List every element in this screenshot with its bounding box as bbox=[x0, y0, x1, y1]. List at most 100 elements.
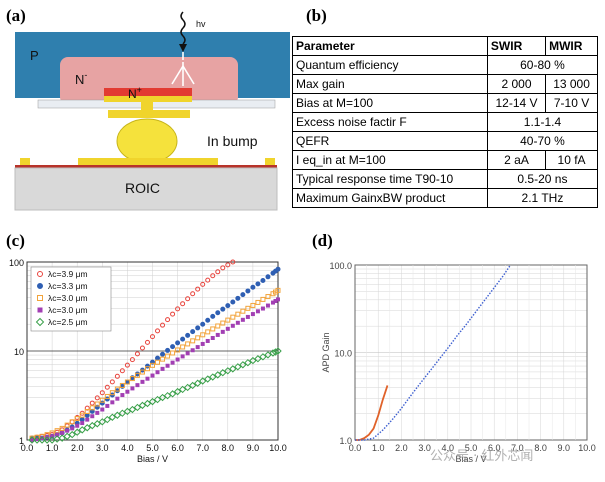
data-point bbox=[114, 373, 120, 379]
data-point bbox=[94, 401, 100, 407]
data-point bbox=[230, 259, 236, 265]
row-value: 2.1 THz bbox=[486, 188, 599, 208]
data-point bbox=[114, 386, 120, 392]
data-point bbox=[119, 368, 125, 374]
data-point bbox=[170, 360, 175, 365]
roic-pad bbox=[78, 158, 218, 165]
row-swir: 2 000 bbox=[486, 74, 547, 94]
series-group bbox=[30, 297, 280, 442]
data-point bbox=[195, 345, 200, 350]
data-point bbox=[210, 313, 216, 319]
table-header-row: Parameter SWIR MWIR bbox=[292, 36, 598, 56]
data-point bbox=[109, 379, 115, 385]
data-point bbox=[230, 299, 236, 305]
legend-entry: λc=3.3 μm bbox=[48, 281, 88, 291]
data-point bbox=[55, 432, 60, 437]
data-point bbox=[104, 396, 110, 402]
data-point bbox=[64, 422, 70, 428]
data-point bbox=[80, 421, 85, 426]
data-point bbox=[93, 420, 101, 428]
data-point bbox=[30, 438, 35, 442]
data-point bbox=[276, 297, 280, 302]
data-point bbox=[59, 425, 65, 431]
data-point bbox=[275, 287, 281, 293]
data-point bbox=[215, 332, 220, 337]
row-param: Bias at M=100 bbox=[292, 93, 488, 113]
contact-via bbox=[141, 100, 153, 112]
data-point bbox=[193, 379, 202, 387]
x-tick-label: 4.0 bbox=[121, 443, 134, 453]
data-point bbox=[271, 348, 280, 356]
data-point bbox=[37, 295, 43, 301]
watermark-text: 公众号 · 红外芯闻 bbox=[430, 449, 534, 464]
data-point bbox=[165, 353, 171, 359]
data-point bbox=[144, 339, 150, 345]
data-point bbox=[109, 390, 115, 396]
data-point bbox=[158, 393, 167, 402]
data-point bbox=[99, 397, 105, 403]
data-point bbox=[35, 437, 40, 442]
data-point bbox=[140, 379, 145, 384]
data-point bbox=[170, 350, 176, 356]
row-swir: 12-14 V bbox=[486, 93, 547, 113]
data-point bbox=[185, 341, 191, 347]
x-tick-label: 0.0 bbox=[349, 443, 362, 453]
data-point bbox=[230, 323, 235, 328]
data-point bbox=[215, 310, 221, 316]
hv-label: hv bbox=[196, 19, 206, 29]
data-point bbox=[273, 298, 278, 303]
data-point bbox=[108, 413, 117, 421]
data-point bbox=[90, 414, 95, 419]
x-tick-label: 6.0 bbox=[171, 443, 184, 453]
x-tick-label: 6.0 bbox=[488, 443, 501, 453]
row-param: Maximum GainxBW product bbox=[292, 188, 488, 208]
data-point bbox=[79, 412, 85, 418]
data-point bbox=[134, 351, 140, 357]
data-point bbox=[195, 335, 201, 341]
data-point bbox=[220, 265, 226, 271]
data-point bbox=[254, 355, 262, 363]
table-row: Maximum GainxBW product 2.1 THz bbox=[292, 188, 599, 208]
x-tick-label: 5.0 bbox=[146, 443, 159, 453]
data-point bbox=[163, 391, 172, 400]
data-point bbox=[120, 393, 125, 398]
data-point bbox=[209, 373, 217, 381]
data-point bbox=[155, 355, 161, 361]
in-bump-label: In bump bbox=[207, 133, 258, 149]
legend: λc=3.9 μm λc=3.3 μm λc=3.0 μm λc=3.0 μm λc=2… bbox=[30, 266, 112, 332]
data-point bbox=[155, 328, 161, 334]
panel-a-label: (a) bbox=[6, 6, 26, 25]
table-row: Max gain 2 000 13 000 bbox=[292, 74, 598, 94]
data-point bbox=[235, 295, 241, 301]
top-contact bbox=[104, 96, 192, 102]
table-row: Excess noise factir F 1.1-1.4 bbox=[292, 112, 599, 132]
legend-entry: λc=3.0 μm bbox=[48, 293, 88, 303]
y-tick-label: 1.0 bbox=[339, 436, 352, 446]
data-point bbox=[180, 344, 186, 350]
data-point bbox=[220, 306, 226, 312]
data-point bbox=[84, 412, 90, 418]
panel-a-device-cross-section: (a) P N- N+ h bbox=[0, 0, 290, 225]
data-point bbox=[185, 332, 191, 338]
data-point bbox=[128, 405, 137, 414]
y-tick-label: 100 bbox=[9, 258, 24, 268]
data-point bbox=[130, 386, 135, 391]
data-point bbox=[165, 347, 171, 353]
data-point bbox=[40, 436, 45, 441]
data-point bbox=[240, 292, 246, 298]
data-point bbox=[150, 362, 155, 368]
panel-b-label: (b) bbox=[306, 6, 327, 25]
data-point bbox=[69, 419, 75, 425]
data-point bbox=[210, 326, 216, 332]
data-point bbox=[155, 359, 161, 365]
series-group bbox=[29, 287, 281, 441]
data-point bbox=[265, 303, 270, 308]
data-point bbox=[68, 430, 76, 439]
data-point bbox=[104, 384, 110, 390]
row-param: Excess noise factir F bbox=[292, 112, 488, 132]
data-point bbox=[239, 361, 247, 369]
data-point bbox=[153, 395, 162, 404]
data-point bbox=[195, 325, 201, 331]
data-point bbox=[265, 274, 271, 280]
parameter-table: Parameter SWIR MWIR Quantum efficiency 6… bbox=[292, 36, 599, 208]
